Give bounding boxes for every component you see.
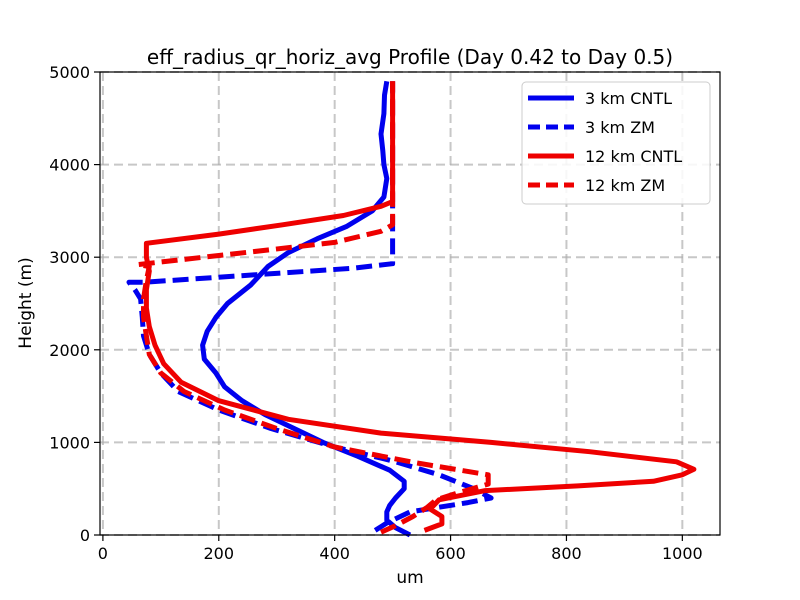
legend-label: 3 km CNTL	[585, 89, 672, 108]
y-axis-label: Height (m)	[16, 257, 36, 348]
x-tick-label: 400	[319, 544, 350, 563]
series-line-3-km-zm	[126, 81, 494, 533]
legend-box	[521, 81, 711, 205]
plot-frame	[99, 71, 721, 536]
x-axis-label: um	[396, 568, 423, 588]
x-tick-label: 0	[98, 544, 108, 563]
legend: 3 km CNTL 3 km ZM 12 km CNTL 12 km ZM	[521, 81, 711, 205]
x-tick-label: 200	[204, 544, 235, 563]
x-axis: 0 200 400 600 800 1000	[98, 535, 703, 563]
chart-title: eff_radius_qr_horiz_avg Profile (Day 0.4…	[147, 45, 673, 69]
x-tick-label: 800	[551, 544, 582, 563]
legend-label: 12 km CNTL	[585, 147, 682, 166]
series-layer	[126, 80, 697, 538]
y-axis: 0 1000 2000 3000 4000 5000	[49, 63, 100, 545]
y-tick-label: 3000	[49, 248, 90, 267]
y-tick-label: 0	[80, 526, 90, 545]
series-line-12-km-zm	[135, 81, 491, 535]
y-tick-label: 2000	[49, 341, 90, 360]
x-tick-label: 1000	[662, 544, 703, 563]
legend-label: 3 km ZM	[585, 118, 655, 137]
y-tick-label: 5000	[49, 63, 90, 82]
y-tick-label: 1000	[49, 433, 90, 452]
legend-label: 12 km ZM	[585, 176, 665, 195]
y-tick-label: 4000	[49, 156, 90, 175]
x-tick-label: 600	[435, 544, 466, 563]
series-line-3-km-cntl	[200, 80, 412, 538]
